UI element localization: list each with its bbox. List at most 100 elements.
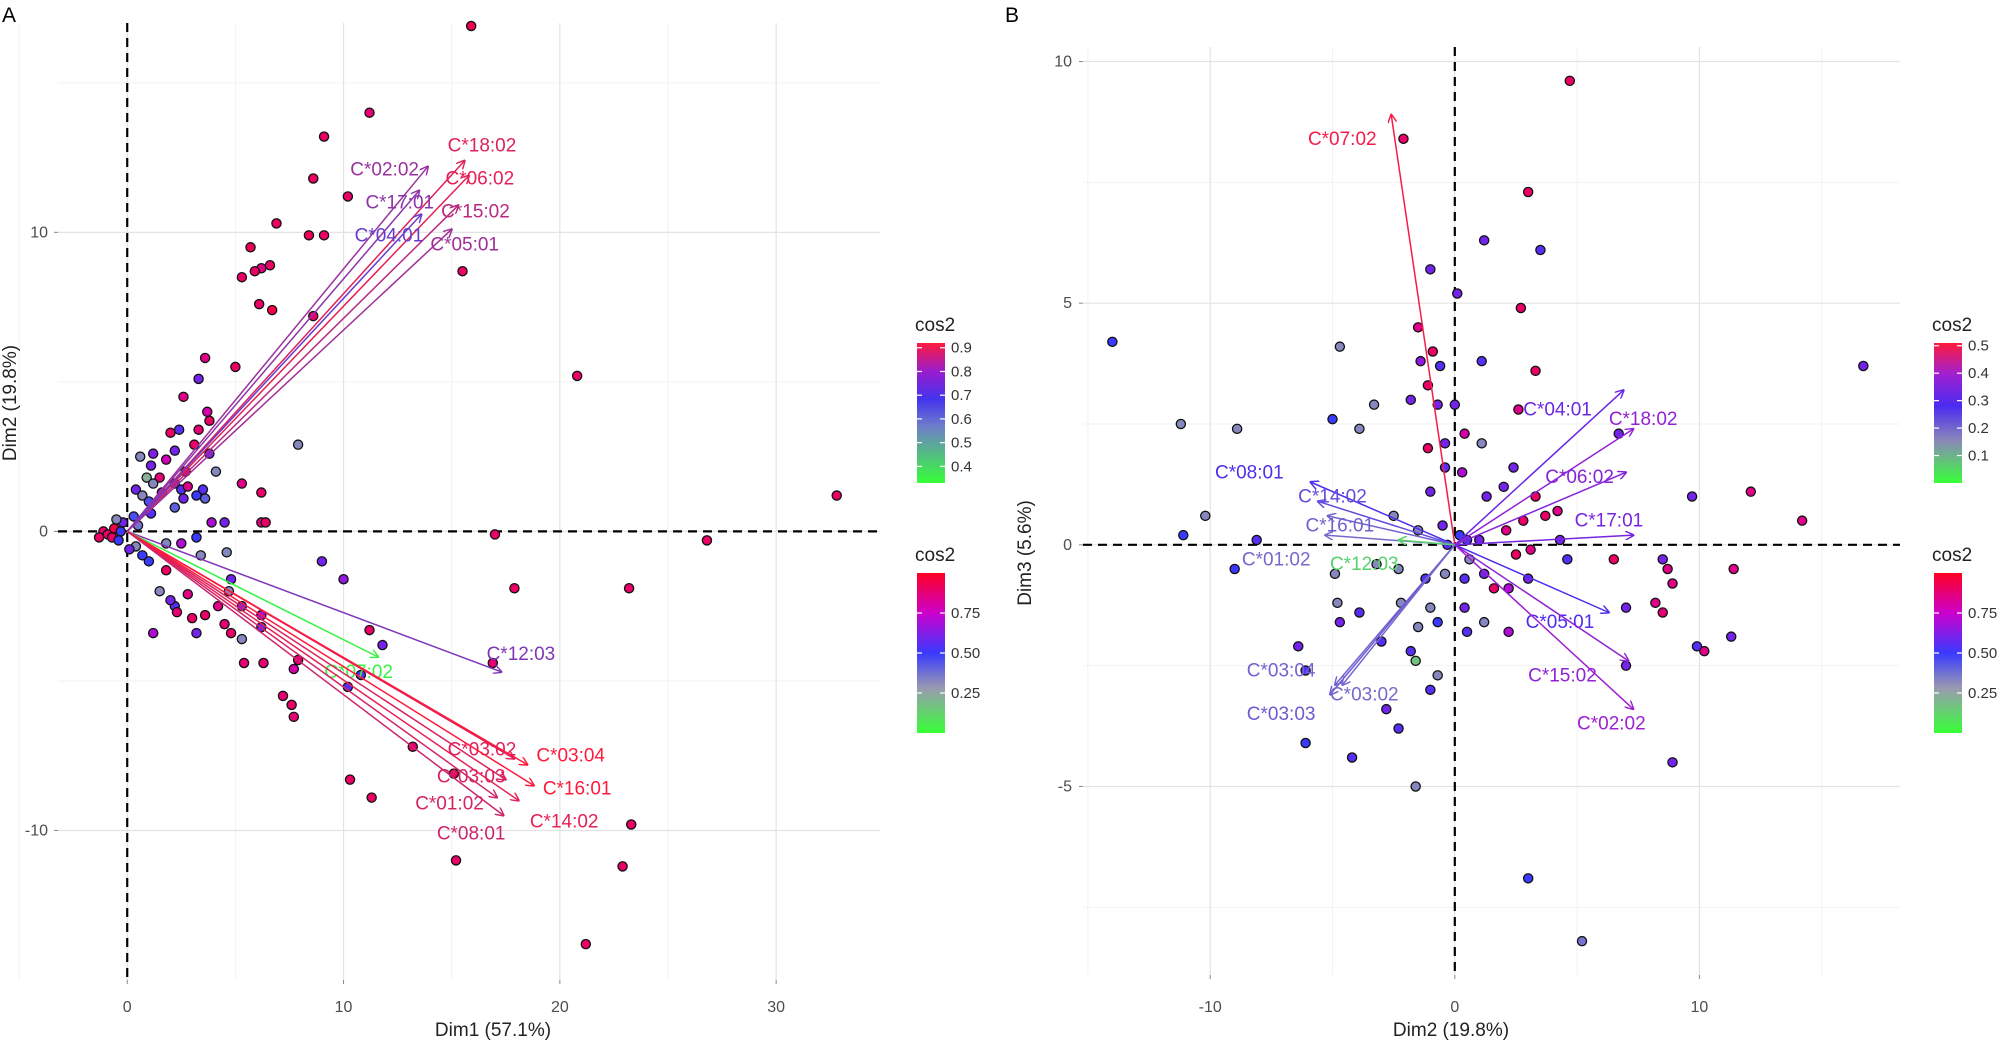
- panel-b-point: [1657, 554, 1668, 565]
- panel-b-legend-title: cos2: [1932, 545, 1972, 566]
- panel-a-x-tick-label: 30: [767, 999, 785, 1016]
- panel-b-point: [1667, 757, 1678, 768]
- panel-b-arrow: [1454, 544, 1634, 709]
- panel-b-point: [1552, 505, 1563, 517]
- panel-b-point: [1449, 399, 1461, 410]
- panel-b-point: [1728, 563, 1739, 575]
- panel-a-point: [160, 454, 172, 465]
- panel-b-point: [1476, 355, 1487, 367]
- panel-a-arrow: [126, 530, 519, 800]
- panel-b-point: [1434, 360, 1446, 372]
- panel-a-legend-tick-label: 0.7: [951, 387, 972, 404]
- panel-b-point: [1405, 394, 1417, 406]
- panel-a-legend-colorbar: [917, 343, 945, 483]
- panel-b-point: [1858, 360, 1869, 372]
- panel-a-arrow: [126, 530, 503, 815]
- panel-b-point: [1459, 573, 1470, 584]
- panel-b-point: [1412, 322, 1424, 333]
- panel-a-arrow-label: C*03:03: [437, 767, 506, 788]
- panel-a-point: [366, 792, 377, 803]
- panel-b-point: [1452, 288, 1463, 299]
- panel-a-arrow: [126, 190, 419, 532]
- panel-b-point: [1346, 752, 1358, 763]
- panel-a-point: [199, 352, 211, 364]
- panel-b-point: [1459, 602, 1470, 613]
- panel-a-arrow: [126, 530, 527, 764]
- panel-a-point: [186, 612, 198, 624]
- panel-b-arrow: [1454, 472, 1626, 546]
- panel-b-point: [1476, 438, 1487, 449]
- panel-a-legends: cos2 0.9 0.8 0.7 0.6 0.5 0.4 cos2 0.75 0.50 0.25: [915, 315, 980, 733]
- panel-a-arrow-label: C*05:01: [430, 234, 499, 255]
- panel-b-point: [1354, 423, 1365, 435]
- panel-b-point: [1231, 423, 1243, 435]
- panel-a-variables: C*18:02 C*02:02 C*06:02 C*17:01 C*15:02 C*04:…: [126, 136, 611, 844]
- panel-a-arrow: [126, 530, 534, 785]
- panel-b-x-tick-label: -10: [1199, 999, 1222, 1016]
- panel-a-point: [189, 439, 200, 450]
- panel-b-point: [1332, 597, 1343, 609]
- panel-a-point: [377, 639, 388, 651]
- panel-b-point: [1667, 578, 1678, 589]
- panel-a-point: [238, 657, 250, 669]
- panel-b-point: [1608, 554, 1620, 565]
- panel-a-point: [264, 259, 276, 271]
- panel-b-point: [1478, 616, 1490, 628]
- panel-b-y-tick-label: 0: [1063, 537, 1072, 554]
- panel-a-point: [308, 310, 319, 322]
- panel-b-arrow: [1454, 544, 1609, 613]
- panel-b-point: [1425, 602, 1436, 613]
- panel-b-arrow-label: C*03:02: [1330, 685, 1399, 706]
- panel-b-arrow: [1454, 429, 1634, 546]
- panel-a-point: [489, 529, 501, 540]
- panel-a-y-tick-label: -10: [25, 822, 48, 839]
- panel-b-x-tick-label: 10: [1691, 999, 1709, 1016]
- panel-b-arrow: [1399, 540, 1455, 546]
- panel-b-legends: cos2 0.5 0.4 0.3 0.2 0.1 cos2 0.75 0.50 0.25: [1932, 315, 1997, 733]
- panel-b-point: [1510, 549, 1522, 560]
- panel-b-legend-tick-label: 0.1: [1968, 448, 1989, 465]
- panel-b-point: [1725, 631, 1737, 642]
- panel-b-arrow-label: C*18:02: [1609, 409, 1678, 430]
- panel-b-point: [1515, 302, 1527, 314]
- panel-b-point: [1503, 583, 1514, 594]
- panel-b-point: [1522, 186, 1534, 198]
- panel-b-arrow-label: C*05:01: [1526, 612, 1595, 633]
- panel-a-point: [288, 663, 300, 675]
- panel-b-point: [1488, 583, 1500, 594]
- panel-a-point: [465, 20, 477, 32]
- panel-b-arrow-label: C*12:03: [1330, 554, 1399, 575]
- panel-b-arrow: [1318, 501, 1456, 546]
- panel-a-arrow-label: C*08:01: [437, 823, 506, 844]
- panel-a-point: [137, 490, 148, 501]
- panel-b-point: [1178, 529, 1189, 541]
- panel-b-x-tick-label: 0: [1450, 999, 1459, 1016]
- panel-b-point: [1503, 626, 1514, 638]
- panel-a-point: [165, 594, 176, 606]
- panel-a-point: [165, 427, 176, 438]
- panel-b-point: [1412, 621, 1424, 633]
- panel-b-point: [1662, 563, 1673, 575]
- panel-b-tag: B: [1005, 4, 1019, 27]
- panel-a-arrow: [126, 530, 497, 797]
- panel-a-point: [277, 690, 289, 702]
- panel-a-point: [308, 173, 319, 184]
- panel-a-arrow: [126, 167, 428, 532]
- panel-b-point: [1200, 510, 1211, 522]
- panel-b-legend-tick-label: 0.50: [1968, 645, 1997, 662]
- panel-b-point: [1300, 665, 1311, 676]
- panel-a-point: [509, 582, 520, 594]
- panel-b-point: [1474, 534, 1485, 546]
- panel-b-point: [1535, 244, 1546, 256]
- panel-a-point: [143, 556, 155, 567]
- panel-b-legend-tick-label: 0.5: [1968, 338, 1989, 355]
- panel-a-point: [137, 550, 148, 561]
- panel-a-point: [199, 609, 211, 621]
- panel-a-point: [147, 627, 159, 639]
- panel-a-arrow-label: C*18:02: [448, 136, 517, 157]
- panel-b-point: [1564, 75, 1576, 87]
- panel-b-point: [1522, 873, 1534, 884]
- panel-a-point: [202, 406, 213, 418]
- panel-b-point: [1540, 510, 1551, 522]
- panel-a-point: [318, 230, 330, 241]
